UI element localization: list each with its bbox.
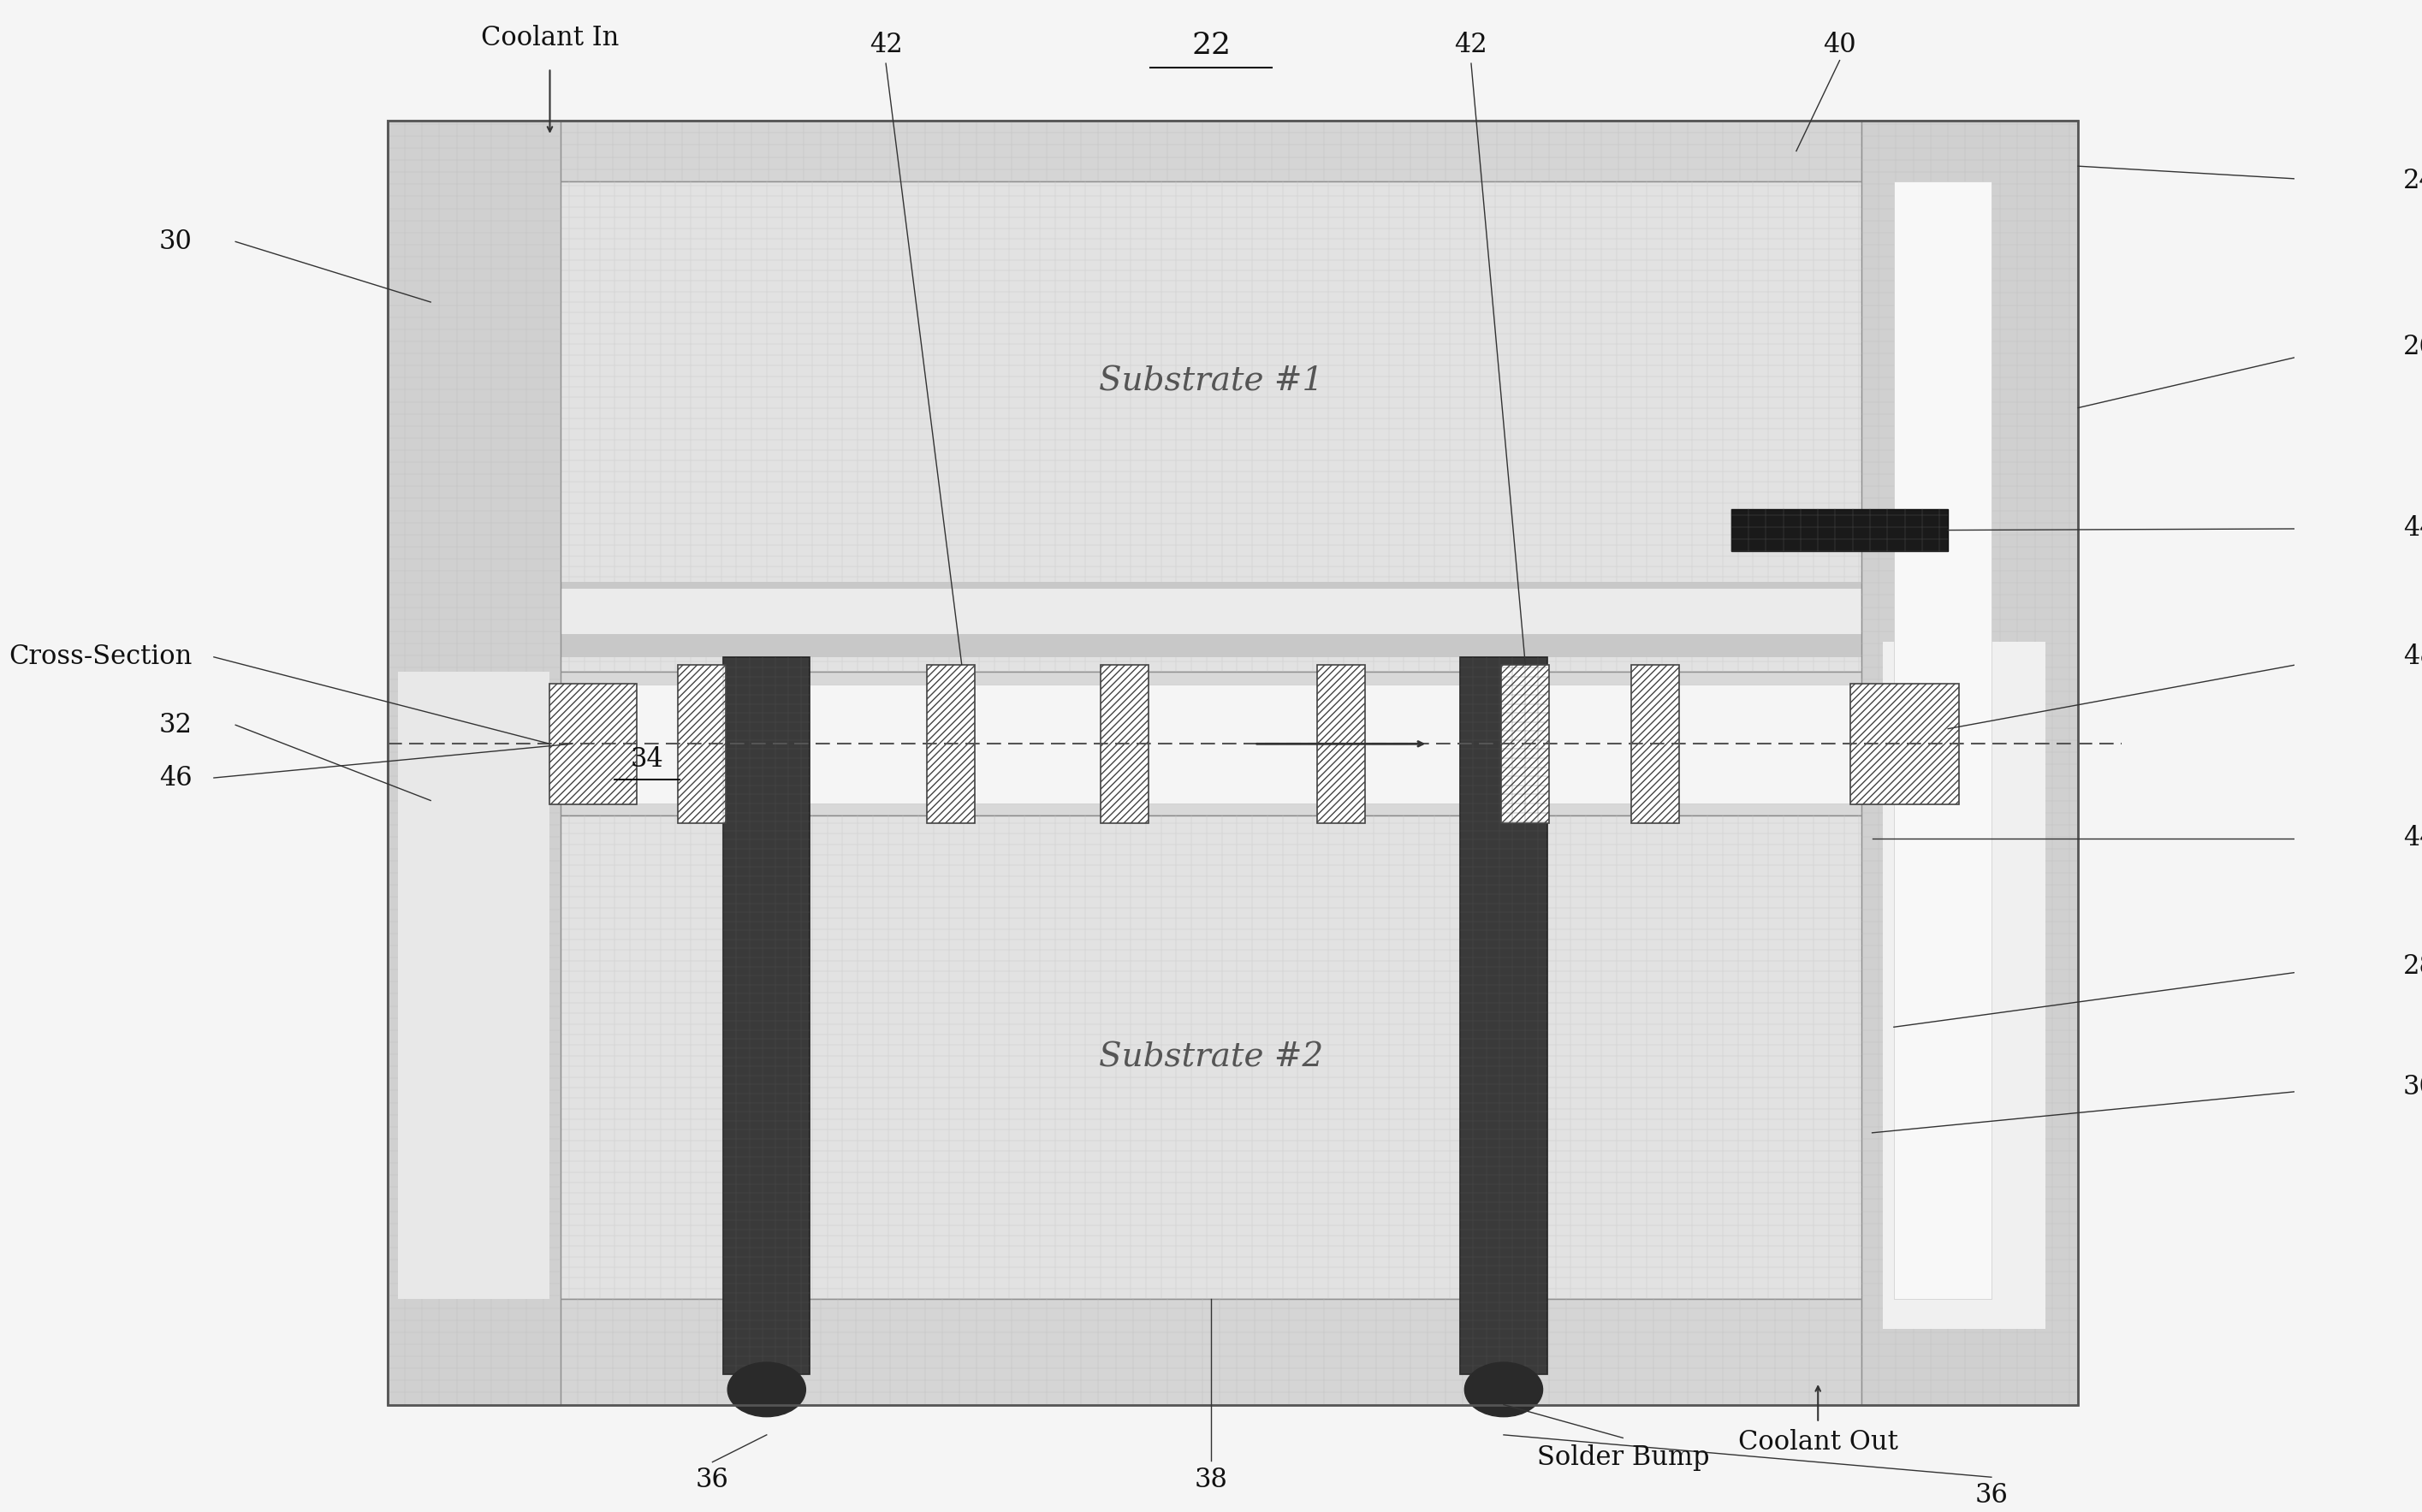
Bar bbox=[678, 665, 727, 823]
Bar bbox=[1732, 510, 1947, 552]
Bar bbox=[1863, 121, 2078, 1405]
Bar bbox=[1460, 658, 1548, 1374]
Text: Substrate #2: Substrate #2 bbox=[1100, 1042, 1322, 1074]
Text: 42: 42 bbox=[869, 32, 903, 59]
Bar bbox=[928, 665, 974, 823]
Text: Solder Bump: Solder Bump bbox=[1536, 1444, 1710, 1471]
Bar bbox=[1502, 665, 1550, 823]
Text: 30: 30 bbox=[2403, 1074, 2422, 1101]
Bar bbox=[388, 815, 2078, 1299]
Circle shape bbox=[1465, 1362, 1543, 1417]
Text: 24: 24 bbox=[2403, 168, 2422, 195]
Text: 40: 40 bbox=[1824, 32, 1855, 59]
Text: 32: 32 bbox=[160, 712, 191, 738]
Text: 26: 26 bbox=[2403, 334, 2422, 361]
Bar bbox=[1850, 683, 1959, 804]
Text: Coolant In: Coolant In bbox=[482, 24, 620, 51]
Bar bbox=[562, 685, 1863, 803]
Bar bbox=[724, 658, 809, 1374]
Bar bbox=[388, 121, 562, 1405]
Text: 42: 42 bbox=[1456, 32, 1487, 59]
Text: Coolant Out: Coolant Out bbox=[1739, 1429, 1899, 1456]
Bar bbox=[1100, 665, 1148, 823]
Bar bbox=[1882, 643, 2047, 1329]
Bar bbox=[388, 1299, 2078, 1405]
Bar bbox=[562, 590, 1863, 635]
Bar bbox=[562, 582, 1863, 658]
Text: 36: 36 bbox=[1974, 1482, 2008, 1509]
Bar bbox=[388, 121, 2078, 181]
Text: 22: 22 bbox=[1192, 30, 1230, 60]
Text: Substrate #1: Substrate #1 bbox=[1100, 366, 1322, 398]
Text: 46: 46 bbox=[160, 765, 191, 791]
Bar bbox=[397, 673, 550, 1299]
Text: 38: 38 bbox=[1194, 1467, 1228, 1494]
Circle shape bbox=[727, 1362, 807, 1417]
Bar bbox=[388, 121, 2078, 1405]
Text: Cross-Section: Cross-Section bbox=[10, 644, 191, 670]
Bar bbox=[550, 683, 637, 804]
Bar bbox=[562, 688, 1863, 800]
Bar bbox=[1318, 665, 1366, 823]
Text: 48: 48 bbox=[2403, 644, 2422, 670]
Text: 44: 44 bbox=[2403, 516, 2422, 541]
Text: 28: 28 bbox=[2403, 954, 2422, 980]
Text: 34: 34 bbox=[630, 747, 664, 773]
Text: 30: 30 bbox=[160, 228, 191, 256]
Bar bbox=[388, 673, 2078, 815]
Text: 36: 36 bbox=[695, 1467, 729, 1494]
Bar bbox=[388, 181, 2078, 673]
Bar bbox=[1632, 665, 1678, 823]
Text: 44: 44 bbox=[2403, 826, 2422, 851]
Bar bbox=[1894, 181, 1991, 1299]
Bar bbox=[388, 121, 2078, 1405]
